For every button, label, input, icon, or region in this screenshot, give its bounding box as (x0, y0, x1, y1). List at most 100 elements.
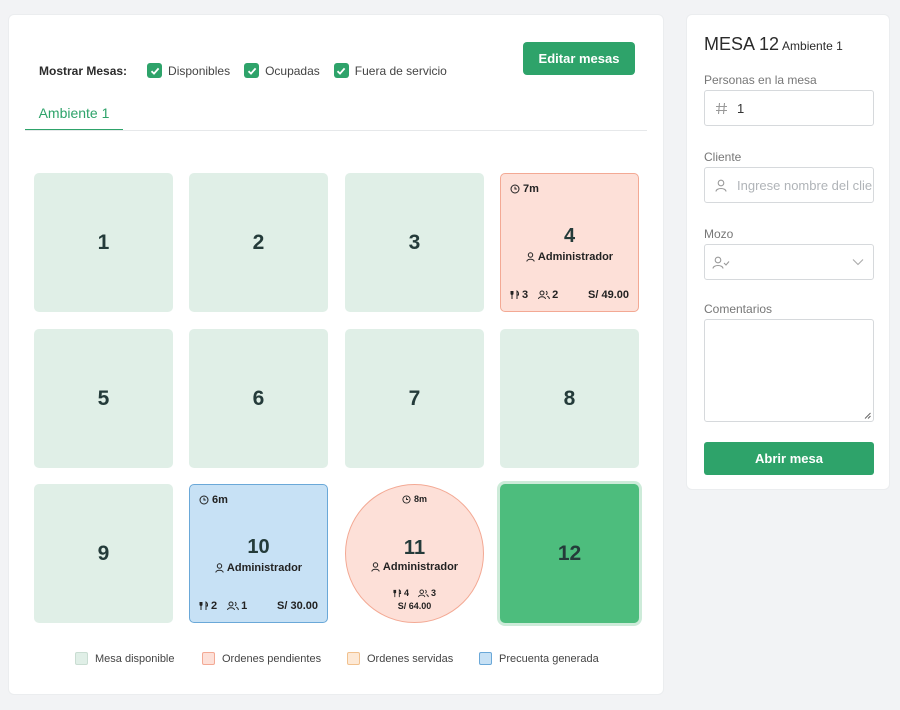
table-total: S/ 64.00 (397, 601, 432, 611)
table-filters: Mostrar Mesas: Disponibles Ocupadas Fuer… (39, 63, 461, 78)
table-total: S/ 30.00 (277, 600, 318, 612)
table-elapsed-time: 6m (199, 494, 228, 506)
edit-tables-button[interactable]: Editar mesas (523, 42, 635, 75)
legend-precuenta: Precuenta generada (479, 652, 599, 665)
people-input[interactable]: 1 (704, 90, 874, 126)
table-summary: 2 1 S/ 30.00 (199, 600, 318, 612)
waiter-label: Mozo (704, 227, 734, 241)
filter-out-of-service-label: Fuera de servicio (354, 63, 447, 78)
table-number: 10 (247, 536, 270, 558)
table-elapsed-time: 7m (510, 183, 539, 195)
utensils-icon (510, 290, 520, 299)
table-4[interactable]: 7m 4 Administrador 3 2 S/ 49.00 (500, 173, 639, 312)
table-number: 11 (403, 537, 426, 559)
resize-handle-icon[interactable] (864, 412, 871, 419)
comments-label: Comentarios (704, 302, 773, 316)
table-6[interactable]: 6 (189, 329, 328, 468)
utensils-icon (393, 588, 402, 597)
user-name: Administrador (226, 562, 303, 574)
client-placeholder: Ingrese nombre del cliente (737, 177, 873, 193)
table-5[interactable]: 5 (34, 329, 173, 468)
legend-available: Mesa disponible (75, 652, 175, 665)
legend-label: Precuenta generada (499, 652, 599, 665)
table-number: 5 (97, 386, 110, 410)
user-icon (371, 562, 380, 572)
clock-icon (510, 184, 520, 194)
people-count: 3 (431, 588, 437, 598)
table-summary: 3 2 S/ 49.00 (510, 289, 629, 301)
user-name: Administrador (537, 251, 614, 263)
table-12[interactable]: 12 (500, 484, 639, 623)
user-check-icon (705, 256, 737, 269)
checkmark-icon (333, 63, 349, 78)
utensils-icon (199, 601, 209, 610)
table-11[interactable]: 8m 11 Administrador 4 3 S/ 64.00 (345, 484, 484, 623)
filter-available-checkbox[interactable]: Disponibles (147, 63, 230, 78)
chevron-down-icon (843, 258, 873, 266)
clock-icon (402, 494, 411, 504)
filter-out-of-service-checkbox[interactable]: Fuera de servicio (333, 63, 447, 78)
people-count: 1 (241, 600, 248, 612)
time-value: 8m (413, 494, 427, 504)
people-count: 2 (552, 289, 559, 301)
panel-title: MESA 12 Ambiente 1 (704, 34, 843, 55)
people-icon (418, 588, 429, 597)
table-number: 7 (408, 386, 421, 410)
table-7[interactable]: 7 (345, 329, 484, 468)
table-10[interactable]: 6m 10 Administrador 2 1 S/ 30.00 (189, 484, 328, 623)
table-3[interactable]: 3 (345, 173, 484, 312)
people-icon (538, 290, 551, 300)
tabs-divider (25, 130, 647, 131)
tab-label: Ambiente 1 (38, 105, 110, 121)
legend-swatch (202, 652, 215, 665)
table-total: S/ 49.00 (588, 289, 629, 301)
open-table-button[interactable]: Abrir mesa (704, 442, 874, 475)
filter-occupied-checkbox[interactable]: Ocupadas (244, 63, 320, 78)
table-number: 4 (563, 225, 576, 247)
waiter-select[interactable] (704, 244, 874, 280)
table-number: 9 (97, 541, 110, 565)
table-2[interactable]: 2 (189, 173, 328, 312)
table-user: Administrador (501, 251, 638, 263)
filters-title: Mostrar Mesas: (39, 63, 128, 78)
clock-icon (199, 495, 209, 505)
client-label: Cliente (704, 150, 742, 164)
table-user: Administrador (346, 561, 483, 573)
table-number: 2 (252, 230, 265, 254)
checkmark-icon (244, 63, 260, 78)
user-icon (526, 252, 535, 262)
user-name: Administrador (382, 561, 459, 573)
legend-label: Mesa disponible (95, 652, 175, 665)
table-number: 1 (97, 230, 110, 254)
table-number: 3 (408, 230, 421, 254)
table-8[interactable]: 8 (500, 329, 639, 468)
table-user: Administrador (190, 562, 327, 574)
table-1[interactable]: 1 (34, 173, 173, 312)
legend-label: Ordenes pendientes (222, 652, 322, 665)
legend-pending: Ordenes pendientes (202, 652, 321, 665)
user-icon (705, 179, 737, 192)
dishes-count: 4 (403, 588, 409, 598)
user-icon (215, 563, 224, 573)
checkmark-icon (147, 63, 163, 78)
table-summary: 4 3 (346, 588, 483, 598)
table-number: 12 (557, 541, 582, 565)
legend-swatch (347, 652, 360, 665)
client-input[interactable]: Ingrese nombre del cliente (704, 167, 874, 203)
table-details-panel: MESA 12 Ambiente 1 Personas en la mesa 1 … (686, 14, 890, 490)
people-value: 1 (737, 100, 745, 116)
table-elapsed-time: 8m (346, 494, 483, 504)
dishes-count: 3 (522, 289, 529, 301)
filter-available-label: Disponibles (168, 63, 231, 78)
people-icon (227, 601, 240, 611)
table-number: 6 (252, 386, 265, 410)
hash-icon (705, 102, 737, 115)
tab-ambiente-1[interactable]: Ambiente 1 (25, 103, 123, 131)
table-9[interactable]: 9 (34, 484, 173, 623)
table-number: 8 (563, 386, 576, 410)
legend-swatch (479, 652, 492, 665)
legend-swatch (75, 652, 88, 665)
panel-room-name: Ambiente 1 (782, 39, 843, 53)
legend-label: Ordenes servidas (367, 652, 454, 665)
comments-textarea[interactable] (704, 319, 874, 422)
